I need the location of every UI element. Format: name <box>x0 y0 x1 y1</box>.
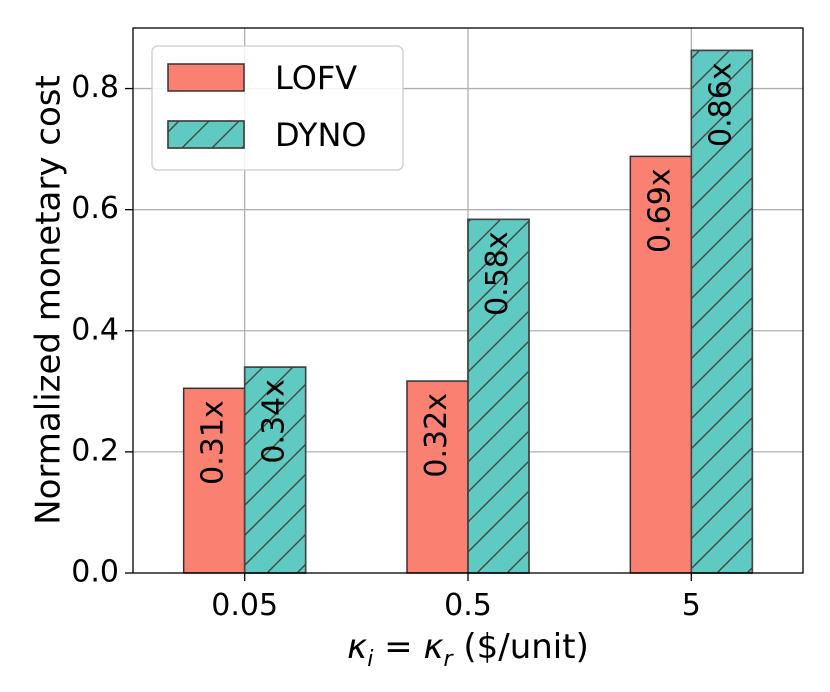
legend-swatch-lofv <box>167 63 245 92</box>
y-tick-label: 0.8 <box>71 70 119 105</box>
y-axis-label: Normalized monetary cost <box>29 75 69 525</box>
bar-hatch-dyno-0-5 <box>467 218 530 574</box>
x-axis-label-kappa-r: κ <box>423 627 443 667</box>
legend-swatch-dyno <box>167 120 245 149</box>
bar-label-lofv-0-05: 0.31x <box>196 400 231 485</box>
bar-label-lofv-0-5: 0.32x <box>419 393 454 478</box>
x-axis-ticks: 0.05 0.5 5 <box>211 573 701 623</box>
x-axis-label: κi = κr ($/unit) <box>347 627 589 672</box>
bar-label-lofv-5: 0.69x <box>642 168 677 253</box>
bar-label-dyno-0-5: 0.58x <box>480 231 515 316</box>
y-tick-label: 0.2 <box>71 433 119 468</box>
bar-hatch-dyno-0-05 <box>243 366 307 574</box>
x-axis-label-sub-r: r <box>443 647 454 672</box>
bar-lofv-0-5 <box>406 380 469 574</box>
y-tick-label: 0.0 <box>71 555 119 590</box>
bar-hatch-dyno-5 <box>690 49 754 574</box>
bar-label-dyno-5: 0.86x <box>703 62 738 147</box>
y-axis-ticks: 0.0 0.2 0.4 0.6 0.8 <box>71 70 133 590</box>
x-tick-label-5: 5 <box>682 588 701 623</box>
bar-label-dyno-0-05: 0.34x <box>257 379 292 464</box>
x-axis-label-sub-i: i <box>367 647 373 672</box>
x-tick-label-0-5: 0.5 <box>444 588 492 623</box>
x-axis-label-equals: = <box>373 627 423 667</box>
x-axis-label-unit: ($/unit) <box>453 627 589 667</box>
legend: LOFV DYNO <box>151 45 404 171</box>
x-tick-label-0-05: 0.05 <box>211 588 278 623</box>
x-axis-label-kappa-i: κ <box>347 627 367 667</box>
legend-label-dyno: DYNO <box>275 116 367 154</box>
y-tick-label: 0.4 <box>71 312 119 347</box>
legend-label-lofv: LOFV <box>275 59 357 97</box>
y-tick-label: 0.6 <box>71 191 119 226</box>
bar-value-labels: 0.31x 0.32x 0.69x 0.34x 0.58x 0.86x <box>196 62 739 484</box>
